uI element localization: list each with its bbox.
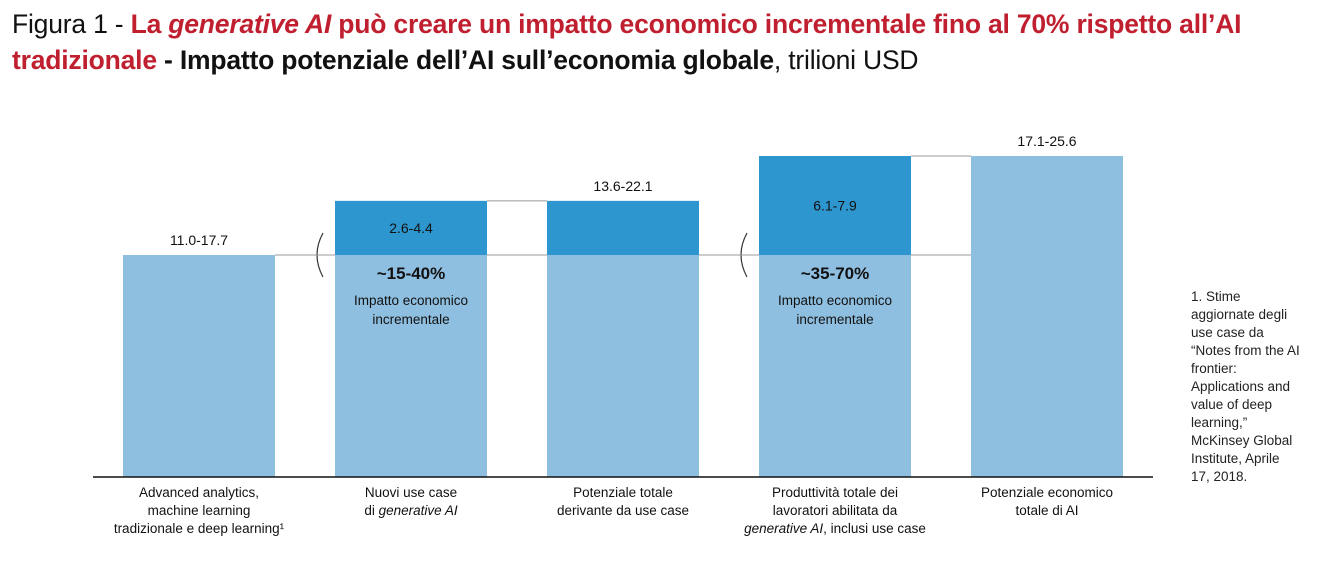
bar-base-1 (335, 255, 487, 477)
percent-note: Impatto economico (778, 293, 892, 308)
percent-note: Impatto economico (354, 293, 468, 308)
bar-increment-2 (547, 200, 699, 255)
category-label: Potenziale totale derivante da use case (556, 485, 690, 518)
title-unit: , trilioni USD (773, 45, 919, 75)
category-label: Produttività totale dei lavoratori abilit… (744, 485, 926, 536)
category-label: Potenziale economico totale di AI (980, 485, 1114, 518)
chart-title: Figura 1 - La generative AI può creare u… (12, 6, 1312, 78)
footnote: 1. Stime aggiornate degli use case da “N… (1191, 289, 1300, 484)
bar-base-2 (547, 255, 699, 477)
data-label: 6.1-7.9 (813, 197, 857, 213)
data-label: 17.1-25.6 (1017, 133, 1076, 149)
title-dash: - (164, 45, 180, 75)
bar-base-0 (123, 255, 275, 477)
figure-number: Figura 1 - (12, 9, 131, 39)
bar-base-4 (971, 155, 1123, 477)
title-red: La generative AI può creare un impatto e… (12, 9, 1242, 75)
data-label: 11.0-17.7 (170, 232, 228, 248)
title-subject: Impatto potenziale dell’AI sull’economia… (179, 45, 774, 75)
percent-note: incrementale (372, 312, 449, 327)
percent-label: ~35-70% (801, 264, 870, 283)
data-label: 13.6-22.1 (593, 178, 652, 194)
category-label: Advanced analytics, machine learning tradi… (113, 485, 285, 536)
category-label: Nuovi use case di generative AI (364, 485, 458, 518)
bar-increment-1 (335, 200, 487, 255)
bar-increment-3 (759, 155, 911, 255)
bar-base-3 (759, 255, 911, 477)
data-label: 2.6-4.4 (389, 220, 433, 236)
percent-note: incrementale (796, 312, 873, 327)
percent-label: ~15-40% (377, 264, 446, 283)
